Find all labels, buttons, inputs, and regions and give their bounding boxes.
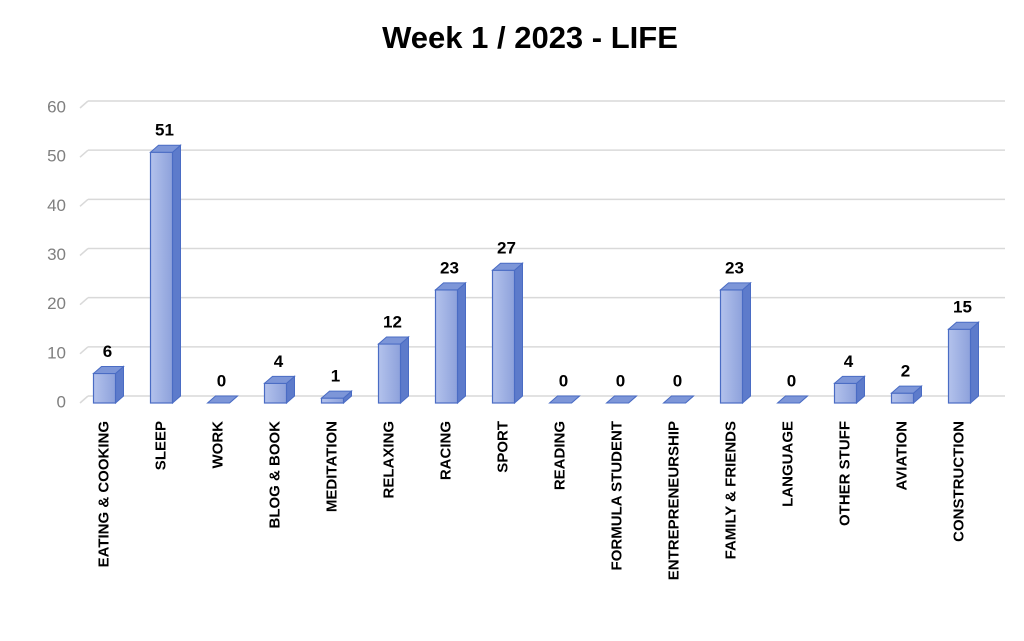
data-label: 4 [274,352,284,371]
bar [947,321,980,405]
grid-line-side [79,395,89,404]
bar-front [377,343,402,404]
x-tick-label: AVIATION [893,421,910,490]
bar-top [548,395,581,404]
data-label: 1 [331,367,340,386]
bar [662,395,695,404]
data-label: 2 [901,362,910,381]
bar [434,281,467,405]
y-tick-label: 0 [57,392,66,411]
bar-top [947,321,980,330]
x-tick-label: MEDITATION [323,421,340,512]
bar-front [833,382,858,404]
data-label: 0 [787,371,796,390]
bar [149,144,182,405]
x-tick-label: RACING [437,421,454,480]
bar-top [491,262,524,271]
bar [92,365,125,405]
data-label: 23 [440,258,459,277]
bar-top [833,375,866,384]
y-tick-label: 20 [47,294,66,313]
data-label: 51 [155,121,174,140]
x-tick-label: ENTREPRENEURSHIP [665,421,682,580]
x-tick-label: EATING & COOKING [95,421,112,567]
data-label: 0 [616,371,625,390]
bar-side [514,262,523,405]
bar-front [263,382,288,404]
bar-top [776,395,809,404]
bar [548,395,581,404]
data-label: 6 [103,342,112,361]
x-tick-label: BLOG & BOOK [266,421,283,529]
x-tick-label: READING [551,421,568,490]
bar [206,395,239,404]
bar-top [605,395,638,404]
bar-side [742,281,751,405]
data-label: 27 [497,239,516,258]
bar [833,375,866,405]
x-tick-label: SLEEP [152,421,169,470]
data-label: 15 [953,298,972,317]
grid-line-side [79,149,89,158]
bar-top [662,395,695,404]
y-tick-label: 30 [47,245,66,264]
bar-front [149,151,174,404]
data-label: 0 [673,371,682,390]
bar-top [377,336,410,345]
grid-line-side [79,100,89,109]
x-tick-label: RELAXING [380,421,397,499]
bar-top [320,390,353,399]
bar-top [149,144,182,153]
y-tick-label: 50 [47,147,66,166]
bar-side [172,144,181,405]
data-label: 4 [844,352,854,371]
y-tick-label: 60 [47,97,66,116]
bar-top [263,375,296,384]
x-tick-label: FORMULA STUDENT [608,421,625,570]
bar [263,375,296,405]
chart-title: Week 1 / 2023 - LIFE [382,20,678,55]
bar-top [206,395,239,404]
data-label: 12 [383,312,402,331]
bar [776,395,809,404]
bar-top [92,366,125,374]
grid-line-side [79,297,89,306]
bar-front [434,289,459,404]
x-tick-label: OTHER STUFF [836,421,853,526]
y-tick-label: 40 [47,196,66,215]
bar-side [970,321,979,405]
grid-line-side [79,247,89,257]
bar-front [890,392,915,404]
bar [605,395,638,404]
bar-front [320,397,345,404]
bar [320,389,353,405]
x-tick-label: SPORT [494,421,511,473]
bar [890,385,923,405]
y-tick-label: 10 [47,343,66,362]
data-label: 0 [559,371,568,390]
bar [719,281,752,405]
x-tick-label: CONSTRUCTION [950,421,967,542]
bar [491,262,524,405]
data-label: 0 [217,371,226,390]
bar-side [400,335,409,405]
data-label: 23 [725,258,744,277]
bar-top [434,282,467,291]
grid-line-side [79,198,89,207]
bar-top [719,282,752,291]
bar [377,335,410,405]
bar-front [719,289,744,404]
bar-top [890,385,923,394]
x-tick-label: FAMILY & FRIENDS [722,421,739,559]
x-tick-label: LANGUAGE [779,421,796,507]
bar-front [947,328,972,404]
grid-line-side [79,346,89,355]
bar-front [491,269,516,404]
x-tick-label: WORK [209,421,226,469]
bar-side [457,281,466,405]
bar-front [92,372,117,404]
